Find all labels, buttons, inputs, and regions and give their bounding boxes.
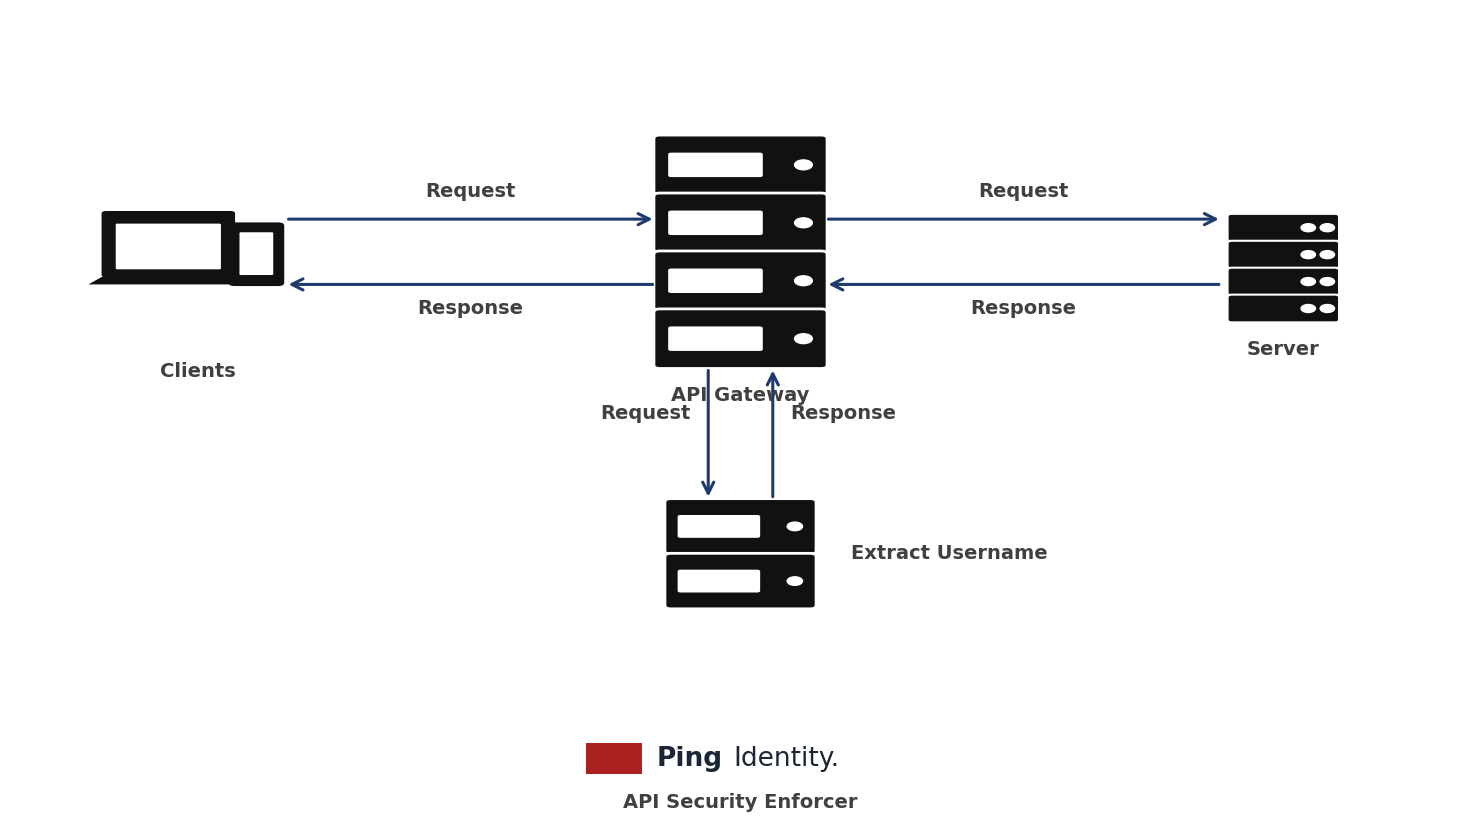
FancyBboxPatch shape — [668, 269, 763, 293]
Text: Request: Request — [600, 403, 690, 422]
FancyBboxPatch shape — [1228, 241, 1339, 269]
Polygon shape — [89, 275, 249, 285]
FancyBboxPatch shape — [1228, 268, 1339, 295]
Circle shape — [1302, 277, 1315, 286]
Circle shape — [1302, 305, 1315, 313]
FancyBboxPatch shape — [668, 153, 763, 177]
Text: API Security Enforcer: API Security Enforcer — [624, 793, 857, 812]
FancyBboxPatch shape — [655, 251, 826, 310]
Text: Clients: Clients — [160, 362, 235, 381]
FancyBboxPatch shape — [240, 232, 273, 275]
Circle shape — [1302, 224, 1315, 232]
FancyBboxPatch shape — [668, 211, 763, 235]
Text: Extract Username: Extract Username — [850, 544, 1047, 564]
FancyBboxPatch shape — [116, 223, 221, 269]
Circle shape — [795, 217, 812, 227]
Bar — [586, 743, 643, 774]
Text: Request: Request — [979, 182, 1069, 201]
Text: Request: Request — [425, 182, 515, 201]
Circle shape — [788, 577, 803, 585]
Circle shape — [795, 160, 812, 170]
FancyBboxPatch shape — [678, 569, 760, 593]
Text: Response: Response — [418, 299, 524, 318]
Circle shape — [1320, 305, 1334, 313]
FancyBboxPatch shape — [228, 222, 284, 286]
Text: Ping: Ping — [658, 745, 723, 772]
FancyBboxPatch shape — [655, 309, 826, 369]
Text: Identity.: Identity. — [733, 745, 840, 772]
Circle shape — [1320, 251, 1334, 259]
FancyBboxPatch shape — [655, 135, 826, 195]
FancyBboxPatch shape — [1228, 214, 1339, 242]
Circle shape — [795, 276, 812, 286]
FancyBboxPatch shape — [655, 193, 826, 252]
FancyBboxPatch shape — [1228, 295, 1339, 322]
Text: Server: Server — [1247, 340, 1320, 359]
FancyBboxPatch shape — [678, 515, 760, 538]
Text: Response: Response — [791, 403, 896, 422]
FancyBboxPatch shape — [665, 499, 816, 554]
Text: API Gateway: API Gateway — [671, 386, 810, 404]
Text: Response: Response — [970, 299, 1077, 318]
FancyBboxPatch shape — [665, 554, 816, 609]
Circle shape — [1320, 224, 1334, 232]
FancyBboxPatch shape — [102, 211, 235, 277]
Circle shape — [1302, 251, 1315, 259]
Circle shape — [788, 522, 803, 530]
Circle shape — [795, 334, 812, 344]
FancyBboxPatch shape — [668, 326, 763, 351]
Circle shape — [1320, 277, 1334, 286]
